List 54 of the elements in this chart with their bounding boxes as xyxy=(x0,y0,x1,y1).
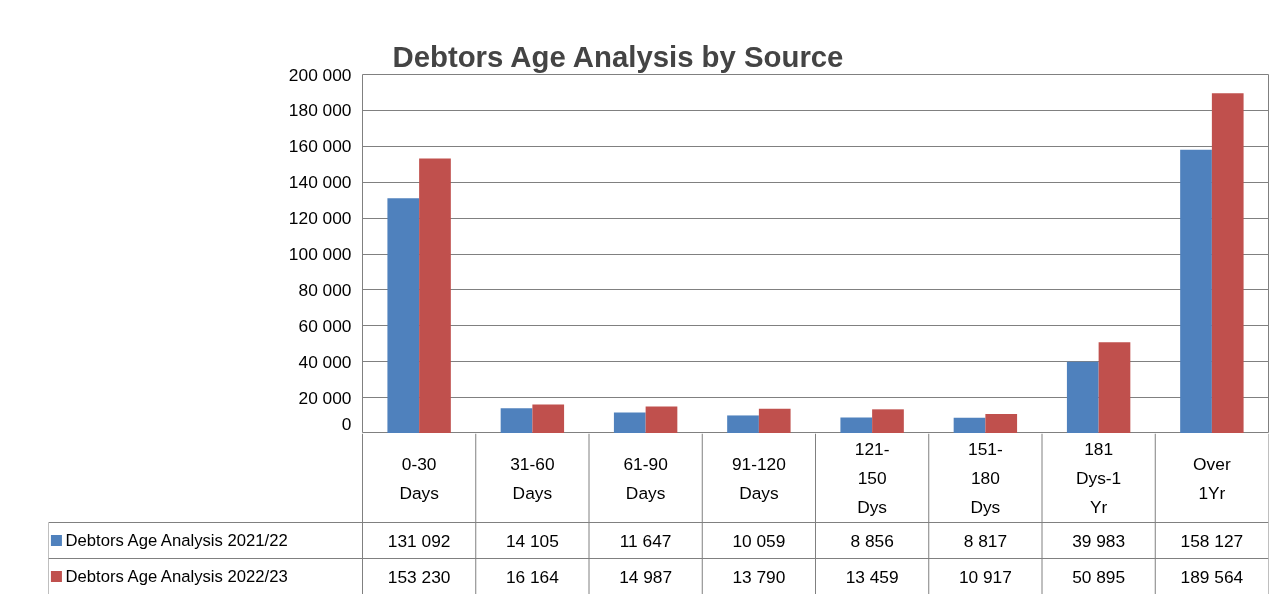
x-tick-label: 181 Dys-1 Yr xyxy=(1076,439,1122,517)
bar xyxy=(387,198,420,433)
data-label: 131 092 xyxy=(387,530,451,551)
y-tick-label: 200 000 xyxy=(288,64,352,85)
y-tick-label: 20 000 xyxy=(298,387,352,408)
bar xyxy=(953,417,986,433)
data-label: 14 987 xyxy=(619,566,673,587)
y-tick-label: 120 000 xyxy=(288,208,352,229)
data-label: 50 895 xyxy=(1072,566,1126,587)
bar xyxy=(1211,93,1244,433)
bar xyxy=(758,408,791,433)
data-label: 158 127 xyxy=(1180,530,1244,551)
y-tick-label: 100 000 xyxy=(288,244,352,264)
x-tick-label: 31-60 Days xyxy=(510,453,555,503)
bar xyxy=(1066,361,1099,433)
legend-label: Debtors Age Analysis 2021/22 xyxy=(65,531,288,550)
x-tick-label: 151-180 Dys xyxy=(968,439,1003,517)
y-tick-label: 180 000 xyxy=(288,100,352,121)
data-label: 11 647 xyxy=(619,530,672,551)
bar xyxy=(985,413,1018,433)
y-tick-label: 140 000 xyxy=(288,172,352,193)
data-label: 10 917 xyxy=(958,566,1012,587)
bar xyxy=(419,158,451,433)
y-tick-label: 80 000 xyxy=(298,279,352,300)
data-label: 14 105 xyxy=(505,530,559,551)
data-label: 13 459 xyxy=(845,566,899,587)
x-tick-label: 91-120 Days xyxy=(731,453,786,503)
x-tick-label: 0-30 Days xyxy=(399,453,440,503)
data-label: 39 983 xyxy=(1072,530,1126,551)
y-tick-label: 40 000 xyxy=(298,351,352,372)
data-label: 13 790 xyxy=(732,566,786,587)
bar xyxy=(840,417,873,433)
bar xyxy=(532,404,565,433)
bar xyxy=(613,412,646,433)
bar xyxy=(1180,149,1212,433)
data-label: 10 059 xyxy=(732,530,786,551)
bar xyxy=(645,406,678,433)
bar xyxy=(727,415,759,433)
data-label: 189 564 xyxy=(1180,566,1244,587)
data-label: 16 164 xyxy=(505,566,560,587)
y-tick-label: 0 xyxy=(341,413,352,434)
y-tick-label: 160 000 xyxy=(288,136,352,157)
data-label: 8 817 xyxy=(963,530,1008,551)
legend-label: Debtors Age Analysis 2022/23 xyxy=(65,567,288,586)
x-tick-label: Over 1Yr xyxy=(1193,453,1231,503)
y-tick-label: 60 000 xyxy=(298,315,352,336)
data-label: 8 856 xyxy=(850,530,894,551)
x-tick-label: 61-90 Days xyxy=(623,453,668,503)
bar xyxy=(1098,342,1131,433)
data-label: 153 230 xyxy=(387,566,451,587)
x-tick-label: 121-150 Dys xyxy=(854,439,890,517)
bar xyxy=(872,409,904,433)
bar xyxy=(500,408,533,433)
chart-title: Debtors Age Analysis by Source xyxy=(392,39,844,73)
